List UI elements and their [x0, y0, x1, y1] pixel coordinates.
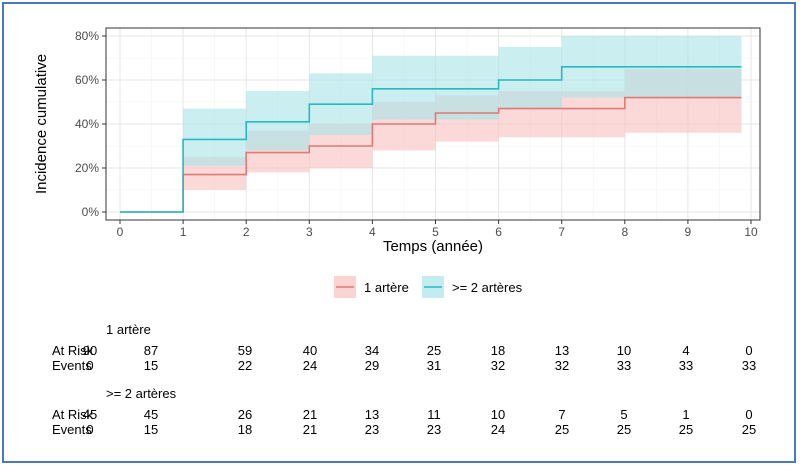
- risk-cell: 24: [491, 422, 505, 437]
- x-tick-label: 2: [243, 225, 250, 239]
- risk-cell: 0: [86, 358, 93, 373]
- series-line-0: [120, 96, 742, 213]
- risk-cell: 23: [365, 422, 379, 437]
- x-tick-label: 9: [685, 225, 692, 239]
- risk-cell: 13: [555, 343, 569, 358]
- risk-cell: 25: [617, 422, 631, 437]
- risk-cell: 15: [144, 422, 158, 437]
- y-tick-label: 20%: [75, 161, 99, 175]
- series-line-1: [120, 66, 742, 213]
- legend-label-1: >= 2 artères: [452, 280, 523, 295]
- risk-cell: 0: [745, 343, 752, 358]
- risk-cell: 21: [303, 422, 317, 437]
- risk-row-label: Events: [52, 358, 92, 373]
- y-tick-label: 40%: [75, 117, 99, 131]
- risk-cell: 32: [555, 358, 569, 373]
- risk-row-label: Events: [52, 422, 92, 437]
- risk-cell: 22: [238, 358, 252, 373]
- risk-cell: 45: [83, 407, 97, 422]
- x-tick-label: 7: [558, 225, 565, 239]
- confidence-band-1: [120, 36, 742, 212]
- y-tick-label: 0%: [82, 205, 100, 219]
- risk-cell: 29: [365, 358, 379, 373]
- x-tick-label: 1: [180, 225, 187, 239]
- x-tick-label: 5: [432, 225, 439, 239]
- risk-cell: 90: [83, 343, 97, 358]
- risk-cell: 31: [427, 358, 441, 373]
- risk-cell: 7: [558, 407, 565, 422]
- x-tick-label: 8: [621, 225, 628, 239]
- risk-cell: 45: [144, 407, 158, 422]
- risk-cell: 13: [365, 407, 379, 422]
- risk-cell: 25: [679, 422, 693, 437]
- series-lines: [120, 66, 742, 213]
- risk-cell: 10: [617, 343, 631, 358]
- risk-cell: 5: [620, 407, 627, 422]
- legend-label-0: 1 artère: [364, 280, 409, 295]
- risk-cell: 25: [427, 343, 441, 358]
- risk-cell: 0: [745, 407, 752, 422]
- risk-cell: 10: [491, 407, 505, 422]
- risk-cell: 33: [617, 358, 631, 373]
- x-tick-label: 6: [495, 225, 502, 239]
- risk-cell: 21: [303, 407, 317, 422]
- risk-cell: 33: [742, 358, 756, 373]
- y-axis-label: Incidence cumulative: [33, 54, 50, 194]
- x-tick-label: 3: [306, 225, 313, 239]
- risk-cell: 24: [303, 358, 317, 373]
- risk-cell: 23: [427, 422, 441, 437]
- y-tick-label: 60%: [75, 73, 99, 87]
- risk-cell: 4: [682, 343, 689, 358]
- x-axis-ticks: 0 1 2 3 4 5 6 7 8 9 10: [117, 220, 758, 239]
- confidence-band-0: [120, 69, 742, 212]
- risk-cell: 18: [491, 343, 505, 358]
- risk-cell: 26: [238, 407, 252, 422]
- x-tick-label: 4: [369, 225, 376, 239]
- x-tick-label: 0: [117, 225, 124, 239]
- risk-cell: 87: [144, 343, 158, 358]
- risk-cell: 0: [86, 422, 93, 437]
- risk-row-label: At Risk: [52, 343, 94, 358]
- x-axis-label: Temps (année): [383, 238, 483, 255]
- risk-cell: 34: [365, 343, 379, 358]
- risk-cell: 40: [303, 343, 317, 358]
- y-axis-ticks: 0% 20% 40% 60% 80%: [75, 29, 106, 219]
- risk-group-title-1: >= 2 artères: [106, 386, 177, 401]
- confidence-bands: [120, 36, 742, 212]
- risk-cell: 1: [682, 407, 689, 422]
- y-tick-label: 80%: [75, 29, 99, 43]
- risk-cell: 59: [238, 343, 252, 358]
- risk-row-label: At Risk: [52, 407, 94, 422]
- risk-cell: 18: [238, 422, 252, 437]
- risk-group-title-0: 1 artère: [106, 322, 151, 337]
- risk-cell: 25: [742, 422, 756, 437]
- risk-cell: 33: [679, 358, 693, 373]
- risk-cell: 11: [427, 407, 441, 422]
- x-tick-label: 10: [744, 225, 758, 239]
- risk-cell: 25: [555, 422, 569, 437]
- risk-cell: 32: [491, 358, 505, 373]
- legend: 1 artère >= 2 artères: [334, 276, 523, 298]
- risk-cell: 15: [144, 358, 158, 373]
